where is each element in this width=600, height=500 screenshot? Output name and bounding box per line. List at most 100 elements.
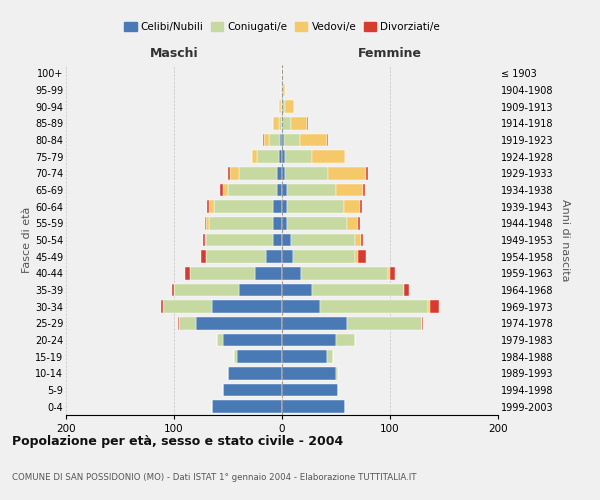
Text: Maschi: Maschi	[149, 47, 199, 60]
Bar	[269, 134, 280, 146]
Bar	[287, 200, 344, 213]
Bar	[282, 67, 283, 80]
Bar	[355, 234, 361, 246]
Bar	[312, 150, 344, 163]
Bar	[266, 250, 282, 263]
Bar	[366, 167, 368, 179]
Bar	[279, 100, 281, 113]
Bar	[228, 167, 230, 179]
Bar	[282, 200, 287, 213]
Bar	[179, 317, 196, 330]
Legend: Celibi/Nubili, Coniugati/e, Vedovi/e, Divorziati/e: Celibi/Nubili, Coniugati/e, Vedovi/e, Di…	[120, 18, 444, 36]
Bar	[284, 134, 301, 146]
Bar	[282, 217, 287, 230]
Bar	[361, 234, 363, 246]
Bar	[312, 284, 404, 296]
Y-axis label: Anni di nascita: Anni di nascita	[560, 198, 570, 281]
Bar	[274, 117, 279, 130]
Bar	[206, 250, 266, 263]
Bar	[206, 217, 209, 230]
Bar	[320, 300, 428, 313]
Bar	[358, 250, 366, 263]
Bar	[293, 250, 355, 263]
Bar	[282, 300, 320, 313]
Bar	[274, 217, 282, 230]
Bar	[282, 100, 285, 113]
Bar	[257, 150, 279, 163]
Bar	[178, 317, 179, 330]
Bar	[388, 267, 390, 280]
Bar	[282, 384, 338, 396]
Bar	[163, 300, 212, 313]
Bar	[217, 334, 223, 346]
Bar	[336, 367, 338, 380]
Bar	[282, 150, 285, 163]
Bar	[230, 167, 239, 179]
Bar	[205, 217, 206, 230]
Bar	[274, 200, 282, 213]
Bar	[282, 284, 312, 296]
Bar	[282, 367, 336, 380]
Bar	[281, 84, 282, 96]
Bar	[347, 317, 422, 330]
Bar	[223, 334, 282, 346]
Bar	[282, 134, 284, 146]
Bar	[223, 184, 228, 196]
Bar	[290, 117, 307, 130]
Bar	[252, 150, 257, 163]
Bar	[220, 184, 223, 196]
Bar	[287, 184, 336, 196]
Bar	[212, 400, 282, 413]
Bar	[282, 234, 290, 246]
Bar	[196, 317, 282, 330]
Bar	[236, 350, 282, 363]
Bar	[282, 400, 344, 413]
Bar	[190, 267, 255, 280]
Bar	[301, 134, 328, 146]
Bar	[344, 200, 360, 213]
Bar	[360, 200, 362, 213]
Bar	[161, 300, 163, 313]
Bar	[336, 334, 355, 346]
Bar	[328, 167, 366, 179]
Bar	[277, 167, 282, 179]
Bar	[206, 234, 274, 246]
Bar	[422, 317, 424, 330]
Bar	[282, 84, 283, 96]
Bar	[328, 350, 333, 363]
Bar	[363, 184, 365, 196]
Text: COMUNE DI SAN POSSIDONIO (MO) - Dati ISTAT 1° gennaio 2004 - Elaborazione TUTTIT: COMUNE DI SAN POSSIDONIO (MO) - Dati IST…	[12, 473, 416, 482]
Bar	[282, 317, 347, 330]
Bar	[277, 184, 282, 196]
Bar	[285, 150, 312, 163]
Bar	[205, 234, 206, 246]
Text: Femmine: Femmine	[358, 47, 422, 60]
Bar	[201, 250, 206, 263]
Bar	[336, 184, 363, 196]
Bar	[285, 100, 294, 113]
Text: Popolazione per età, sesso e stato civile - 2004: Popolazione per età, sesso e stato civil…	[12, 435, 343, 448]
Bar	[283, 84, 285, 96]
Bar	[255, 267, 282, 280]
Bar	[239, 167, 277, 179]
Bar	[301, 267, 388, 280]
Bar	[355, 250, 358, 263]
Bar	[203, 234, 205, 246]
Bar	[287, 217, 347, 230]
Bar	[282, 250, 293, 263]
Bar	[274, 234, 282, 246]
Bar	[279, 117, 282, 130]
Bar	[430, 300, 439, 313]
Bar	[235, 350, 236, 363]
Bar	[263, 134, 269, 146]
Bar	[280, 134, 282, 146]
Bar	[282, 117, 290, 130]
Bar	[404, 284, 409, 296]
Bar	[185, 267, 190, 280]
Bar	[209, 217, 274, 230]
Bar	[223, 384, 282, 396]
Bar	[428, 300, 430, 313]
Bar	[209, 200, 214, 213]
Bar	[282, 184, 287, 196]
Bar	[282, 267, 301, 280]
